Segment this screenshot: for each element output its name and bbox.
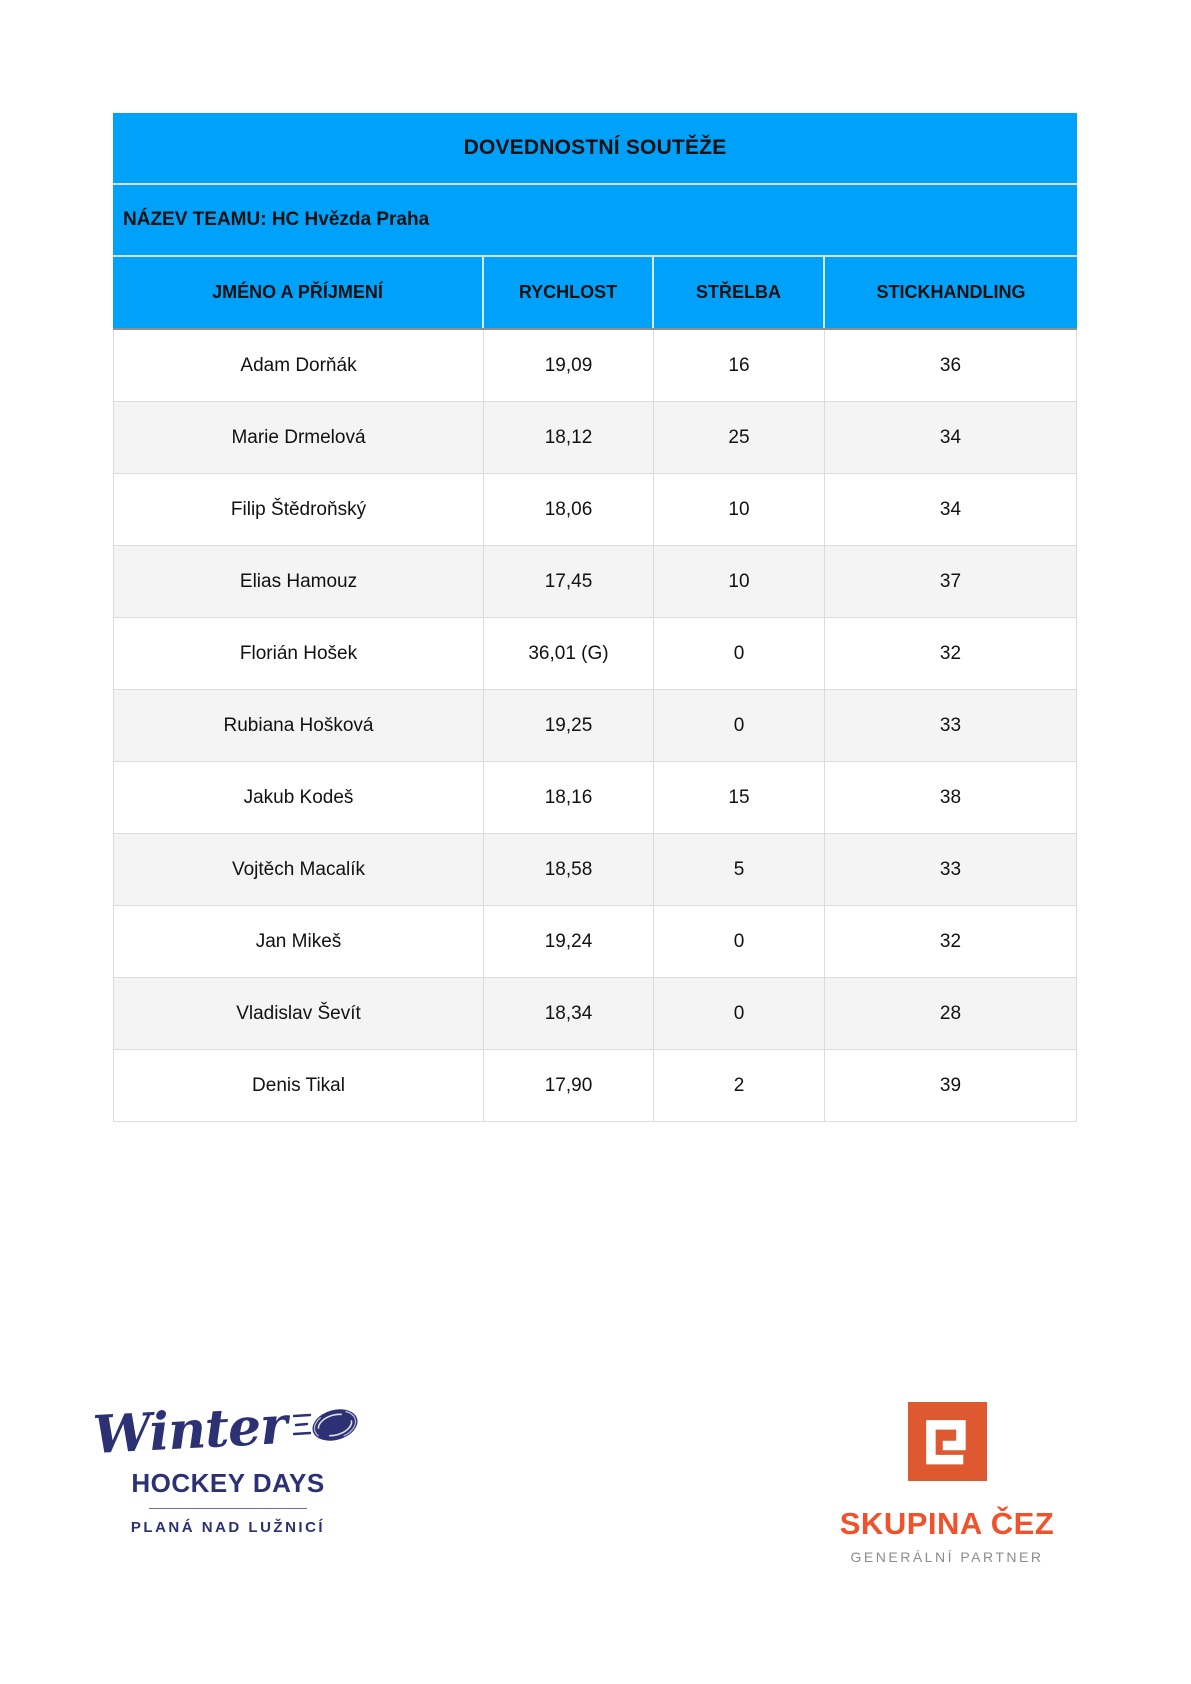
stickhandling-value-cell: 28 — [824, 978, 1076, 1049]
table-row: Rubiana Hošková 19,25 0 33 — [114, 690, 1076, 762]
player-name-cell: Jakub Kodeš — [243, 786, 354, 808]
rychlost-value-cell: 19,25 — [483, 690, 653, 761]
col-header-name: JMÉNO A PŘÍJMENÍ — [212, 282, 383, 302]
stickhandling-value-cell: 37 — [824, 546, 1076, 617]
table-title: DOVEDNOSTNÍ SOUTĚŽE — [463, 136, 727, 159]
player-name-cell: Elias Hamouz — [239, 570, 358, 592]
table-row: Marie Drmelová 18,12 25 34 — [114, 402, 1076, 474]
strelba-value-cell: 2 — [653, 1050, 824, 1121]
player-name-cell: Vladislav Ševít — [236, 1002, 361, 1024]
team-name-row: NÁZEV TEAMU: HC Hvězda Praha — [113, 185, 1077, 257]
winter-logo-divider — [149, 1508, 307, 1509]
col-header-rychlost: RYCHLOST — [482, 257, 652, 328]
stickhandling-value-cell: 34 — [824, 474, 1076, 545]
rychlost-value-cell: 18,16 — [483, 762, 653, 833]
table-row: Denis Tikal 17,90 2 39 — [114, 1050, 1076, 1122]
rychlost-value-cell: 17,45 — [483, 546, 653, 617]
strelba-value-cell: 10 — [653, 546, 824, 617]
rychlost-value-cell: 19,09 — [483, 330, 653, 401]
player-name-cell: Jan Mikeš — [255, 930, 342, 952]
table-body: Adam Dorňák 19,09 16 36 Marie Drmelová 1… — [113, 330, 1077, 1122]
stickhandling-value-cell: 33 — [824, 834, 1076, 905]
player-name-cell: Marie Drmelová — [231, 426, 366, 448]
skupina-cez-logo: SKUPINA ČEZ GENERÁLNÍ PARTNER — [830, 1402, 1064, 1565]
winter-logo-subtitle: PLANÁ NAD LUŽNICÍ — [130, 1519, 326, 1536]
stickhandling-value-cell: 38 — [824, 762, 1076, 833]
strelba-value-cell: 10 — [653, 474, 824, 545]
winter-hockey-days-logo: Winter HOCKEY DAYS PLANÁ NAD — [92, 1395, 358, 1536]
rychlost-value-cell: 19,24 — [483, 906, 653, 977]
strelba-value-cell: 0 — [653, 618, 824, 689]
col-header-stickhandling: STICKHANDLING — [823, 257, 1077, 328]
table-row: Florián Hošek 36,01 (G) 0 32 — [114, 618, 1076, 690]
player-name-cell: Adam Dorňák — [240, 354, 357, 376]
cez-e-mark-icon — [830, 1402, 1064, 1481]
strelba-value-cell: 0 — [653, 978, 824, 1049]
table-row: Vojtěch Macalík 18,58 5 33 — [114, 834, 1076, 906]
stickhandling-value-cell: 33 — [824, 690, 1076, 761]
strelba-value-cell: 25 — [653, 402, 824, 473]
table-row: Vladislav Ševít 18,34 0 28 — [114, 978, 1076, 1050]
stickhandling-value-cell: 34 — [824, 402, 1076, 473]
player-name-cell: Denis Tikal — [252, 1074, 345, 1096]
rychlost-value-cell: 18,34 — [483, 978, 653, 1049]
rychlost-value-cell: 36,01 (G) — [483, 618, 653, 689]
rychlost-value-cell: 17,90 — [483, 1050, 653, 1121]
stickhandling-value-cell: 39 — [824, 1050, 1076, 1121]
strelba-value-cell: 0 — [653, 690, 824, 761]
winter-script-text: Winter — [91, 1394, 289, 1467]
strelba-value-cell: 16 — [653, 330, 824, 401]
hockey-puck-icon — [292, 1400, 363, 1457]
stickhandling-value-cell: 36 — [824, 330, 1076, 401]
rychlost-value-cell: 18,12 — [483, 402, 653, 473]
table-row: Filip Štědroňský 18,06 10 34 — [114, 474, 1076, 546]
rychlost-value-cell: 18,58 — [483, 834, 653, 905]
strelba-value-cell: 5 — [653, 834, 824, 905]
col-header-strelba: STŘELBA — [652, 257, 823, 328]
table-row: Jakub Kodeš 18,16 15 38 — [114, 762, 1076, 834]
column-header-row: JMÉNO A PŘÍJMENÍ RYCHLOST STŘELBA STICKH… — [113, 257, 1077, 330]
stickhandling-value-cell: 32 — [824, 906, 1076, 977]
cez-logo-name: SKUPINA ČEZ — [839, 1506, 1055, 1541]
table-title-row: DOVEDNOSTNÍ SOUTĚŽE — [113, 113, 1077, 185]
table-row: Elias Hamouz 17,45 10 37 — [114, 546, 1076, 618]
player-name-cell: Florián Hošek — [239, 642, 358, 664]
winter-logo-title: HOCKEY DAYS — [131, 1468, 325, 1498]
strelba-value-cell: 15 — [653, 762, 824, 833]
table-row: Jan Mikeš 19,24 0 32 — [114, 906, 1076, 978]
player-name-cell: Vojtěch Macalík — [231, 858, 366, 880]
skills-table: DOVEDNOSTNÍ SOUTĚŽE NÁZEV TEAMU: HC Hvěz… — [113, 113, 1077, 1122]
rychlost-value-cell: 18,06 — [483, 474, 653, 545]
team-name-label: NÁZEV TEAMU: HC Hvězda Praha — [123, 209, 430, 230]
table-row: Adam Dorňák 19,09 16 36 — [114, 330, 1076, 402]
player-name-cell: Rubiana Hošková — [223, 714, 374, 736]
player-name-cell: Filip Štědroňský — [230, 498, 367, 520]
strelba-value-cell: 0 — [653, 906, 824, 977]
stickhandling-value-cell: 32 — [824, 618, 1076, 689]
cez-logo-subtitle: GENERÁLNÍ PARTNER — [850, 1549, 1044, 1565]
